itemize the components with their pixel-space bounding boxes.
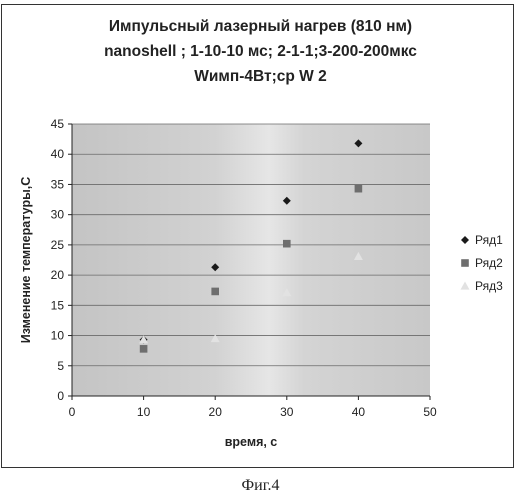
x-tick-label: 10 bbox=[137, 405, 151, 419]
series-2-point bbox=[283, 240, 291, 248]
y-tick-label: 5 bbox=[57, 359, 64, 373]
x-axis-title: время, с bbox=[225, 435, 278, 449]
y-tick-label: 20 bbox=[51, 268, 65, 282]
y-tick-label: 10 bbox=[51, 329, 65, 343]
legend-marker-series-2 bbox=[461, 259, 469, 267]
y-tick-label: 40 bbox=[51, 147, 65, 161]
y-tick-label: 30 bbox=[51, 208, 65, 222]
y-tick-label: 35 bbox=[51, 177, 65, 191]
y-tick-label: 0 bbox=[57, 389, 64, 403]
legend-label-series-3: Ряд3 bbox=[475, 279, 503, 293]
x-tick-label: 50 bbox=[423, 405, 437, 419]
legend-label-series-1: Ряд1 bbox=[475, 233, 503, 247]
x-tick-label: 0 bbox=[69, 405, 76, 419]
x-tick-label: 40 bbox=[352, 405, 366, 419]
plot-area bbox=[72, 124, 430, 396]
series-2-point bbox=[211, 288, 219, 296]
legend-marker-series-1 bbox=[461, 236, 469, 244]
y-tick-label: 15 bbox=[51, 298, 65, 312]
legend-label-series-2: Ряд2 bbox=[475, 256, 503, 270]
figure-caption: Фиг.4 bbox=[0, 477, 521, 495]
series-2-point bbox=[140, 345, 148, 353]
y-axis-title: Изменение температуры,С bbox=[19, 177, 33, 344]
y-tick-label: 45 bbox=[51, 117, 65, 131]
legend-marker-series-3 bbox=[461, 282, 470, 290]
x-tick-label: 20 bbox=[209, 405, 223, 419]
x-tick-label: 30 bbox=[280, 405, 294, 419]
legend: Ряд1 Ряд2 Ряд3 bbox=[461, 233, 504, 293]
series-2-point bbox=[355, 185, 363, 193]
y-tick-label: 25 bbox=[51, 238, 65, 252]
